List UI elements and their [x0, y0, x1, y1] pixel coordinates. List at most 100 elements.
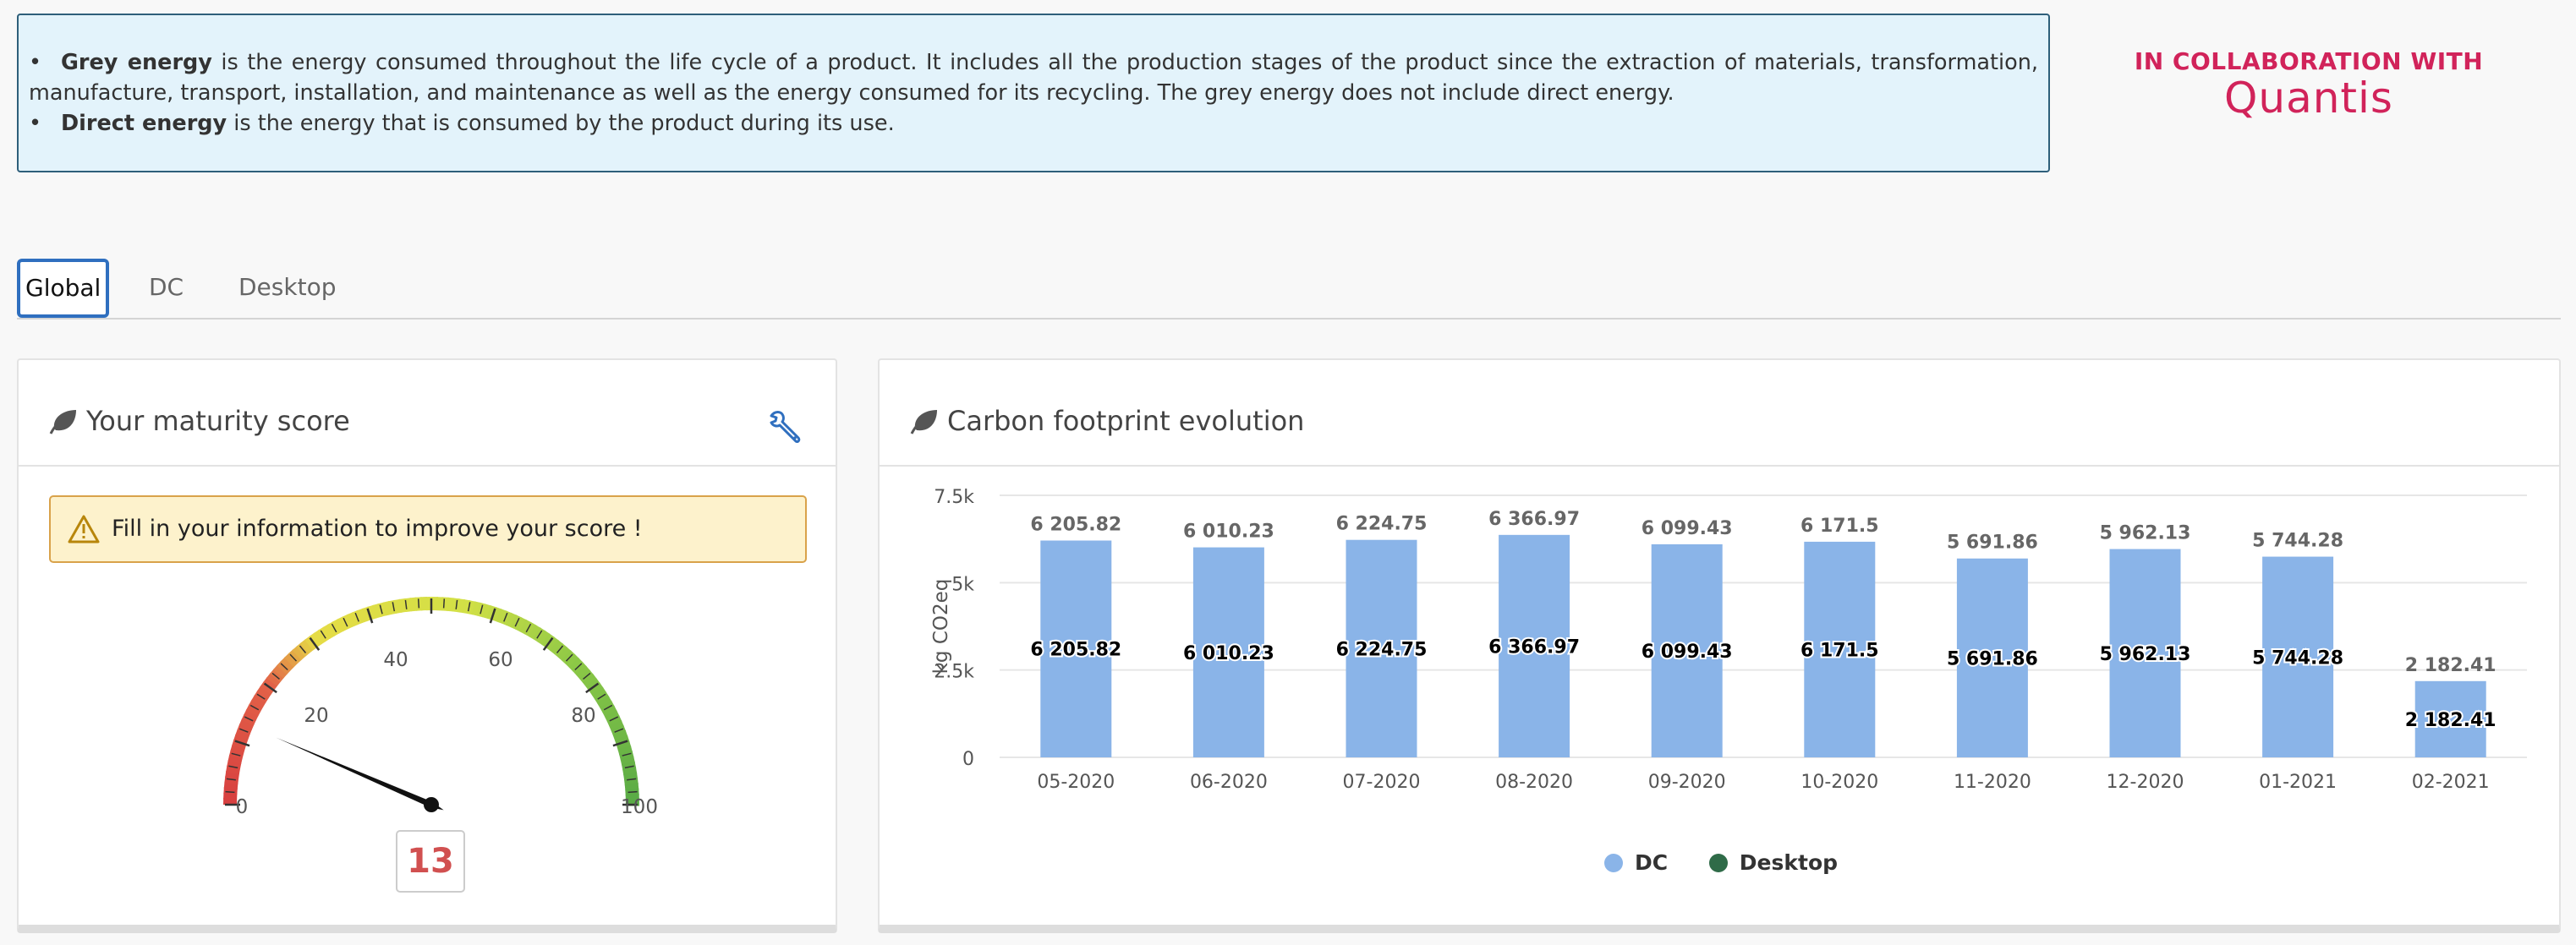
gauge-band-segment [235, 729, 250, 740]
y-tick-label: 0 [962, 749, 974, 770]
gauge-tick [480, 604, 484, 615]
x-tick-label: 06-2020 [1190, 772, 1268, 793]
tab-desktop[interactable]: Desktop [238, 273, 337, 301]
gauge-band-segment [223, 798, 238, 805]
maturity-gauge: 0 20 40 60 80 100 [223, 597, 658, 818]
tab-global[interactable]: Global [17, 259, 110, 318]
gauge-tick [612, 740, 628, 747]
data-label: 5 744.28 [2252, 647, 2343, 669]
gauge-band-segment [604, 710, 620, 723]
gauge-band-segment [568, 658, 584, 672]
bar-dc [2109, 549, 2181, 757]
gauge-band-segment [346, 612, 359, 627]
gauge-band-segment [501, 610, 512, 626]
gauge-band-segment [561, 650, 576, 665]
gauge-band-segment [280, 656, 295, 671]
panel-title: Carbon footprint evolution [908, 404, 1304, 438]
gauge-band-segment [233, 734, 249, 745]
gauge-band-segment [625, 794, 639, 801]
wrench-icon[interactable] [766, 409, 803, 446]
gauge-band-segment [366, 604, 378, 620]
gauge-band-segment [256, 686, 272, 699]
data-label: 2 182.41 [2405, 710, 2497, 731]
direct-energy-term: Direct energy [61, 111, 227, 136]
x-tick-label: 07-2020 [1343, 772, 1421, 793]
gauge-tick [238, 728, 249, 733]
gauge-band-segment [288, 649, 303, 664]
gauge-tick [556, 645, 564, 653]
y-axis-label: kg CO2eq [930, 579, 952, 675]
gauge-tick [392, 602, 396, 612]
gauge-band-segment [266, 672, 282, 686]
maturity-score-panel: Your maturity score Fill in your informa… [17, 358, 837, 933]
gauge-tick [404, 599, 408, 609]
gauge-band-segment [337, 616, 349, 632]
gauge-tick [467, 602, 471, 612]
total-label: 6 171.5 [1800, 516, 1879, 537]
gauge-band-segment [237, 724, 253, 735]
x-tick-label: 11-2020 [1954, 772, 2031, 793]
panel-header: Carbon footprint evolution [880, 360, 2559, 467]
gauge-band-segment [327, 621, 340, 636]
gauge-band-segment [332, 619, 344, 634]
gauge-band-segment [300, 638, 315, 654]
gauge-band-segment [269, 669, 285, 683]
bar-dc [1956, 558, 2028, 757]
gauge-tick [343, 617, 348, 627]
legend-label: Desktop [1739, 850, 1839, 875]
legend-item-dc[interactable]: DC [1603, 850, 1668, 875]
grey-energy-text: is the energy consumed throughout the li… [29, 50, 2038, 106]
gauge-band-segment [585, 678, 600, 691]
data-label: 6 205.82 [1030, 640, 1121, 661]
info-item-direct-energy: • Direct energy is the energy that is con… [29, 108, 2038, 139]
gauge-tick [234, 740, 250, 747]
gauge-band-segment [342, 614, 354, 630]
gauge-needle-pivot [424, 797, 439, 812]
x-tick-label: 05-2020 [1037, 772, 1115, 793]
gauge-band-segment [575, 665, 591, 680]
gauge-band-segment [537, 630, 551, 646]
x-tick-label: 08-2020 [1495, 772, 1573, 793]
total-label: 6 205.82 [1030, 514, 1121, 535]
gauge-tick [503, 612, 508, 622]
gauge-band-segment [545, 636, 559, 652]
y-tick-label: 5k [951, 574, 974, 595]
tab-dc[interactable]: DC [149, 273, 184, 301]
gauge-band-segment [260, 681, 275, 695]
gauge-band-segment [582, 674, 598, 688]
data-label: 6 010.23 [1183, 643, 1274, 664]
gauge-tick [228, 765, 238, 769]
data-label: 5 962.13 [2100, 644, 2191, 665]
gauge-tick [514, 617, 520, 627]
data-label: 6 366.97 [1488, 636, 1580, 658]
gauge-band-segment [519, 619, 532, 635]
gauge-band-segment [557, 646, 572, 662]
bullet: • [29, 111, 42, 136]
improve-score-alert: Fill in your information to improve your… [49, 495, 807, 563]
gauge-tick [379, 604, 383, 615]
gauge-band-segment [496, 609, 507, 624]
gauge-band-segment [491, 607, 502, 622]
legend-item-desktop[interactable]: Desktop [1708, 850, 1839, 875]
direct-energy-text: is the energy that is consumed by the pr… [227, 111, 895, 136]
alert-text: Fill in your information to improve your… [112, 516, 643, 542]
carbon-title: Carbon footprint evolution [947, 405, 1305, 437]
panel-header: Your maturity score [19, 360, 836, 467]
gauge-band-segment [322, 624, 336, 639]
gauge-tick [614, 728, 624, 733]
gauge-band-segment [284, 653, 299, 668]
gauge-tick [354, 612, 359, 622]
gauge-tick [455, 599, 458, 609]
collaboration-badge: IN COLLABORATION WITH Quantis [2114, 47, 2503, 121]
gauge-band-segment [591, 686, 607, 700]
grey-energy-term: Grey energy [61, 50, 212, 75]
gauge-band-segment [245, 704, 261, 717]
gauge-band-segment [230, 744, 245, 755]
score-value: 13 [396, 830, 465, 893]
total-label: 5 962.13 [2100, 523, 2191, 544]
bar-dc [2414, 680, 2486, 757]
gauge-tick [583, 672, 591, 680]
bar-dc [2262, 556, 2334, 757]
gauge-tick [263, 682, 277, 694]
gauge-tick [249, 704, 260, 711]
